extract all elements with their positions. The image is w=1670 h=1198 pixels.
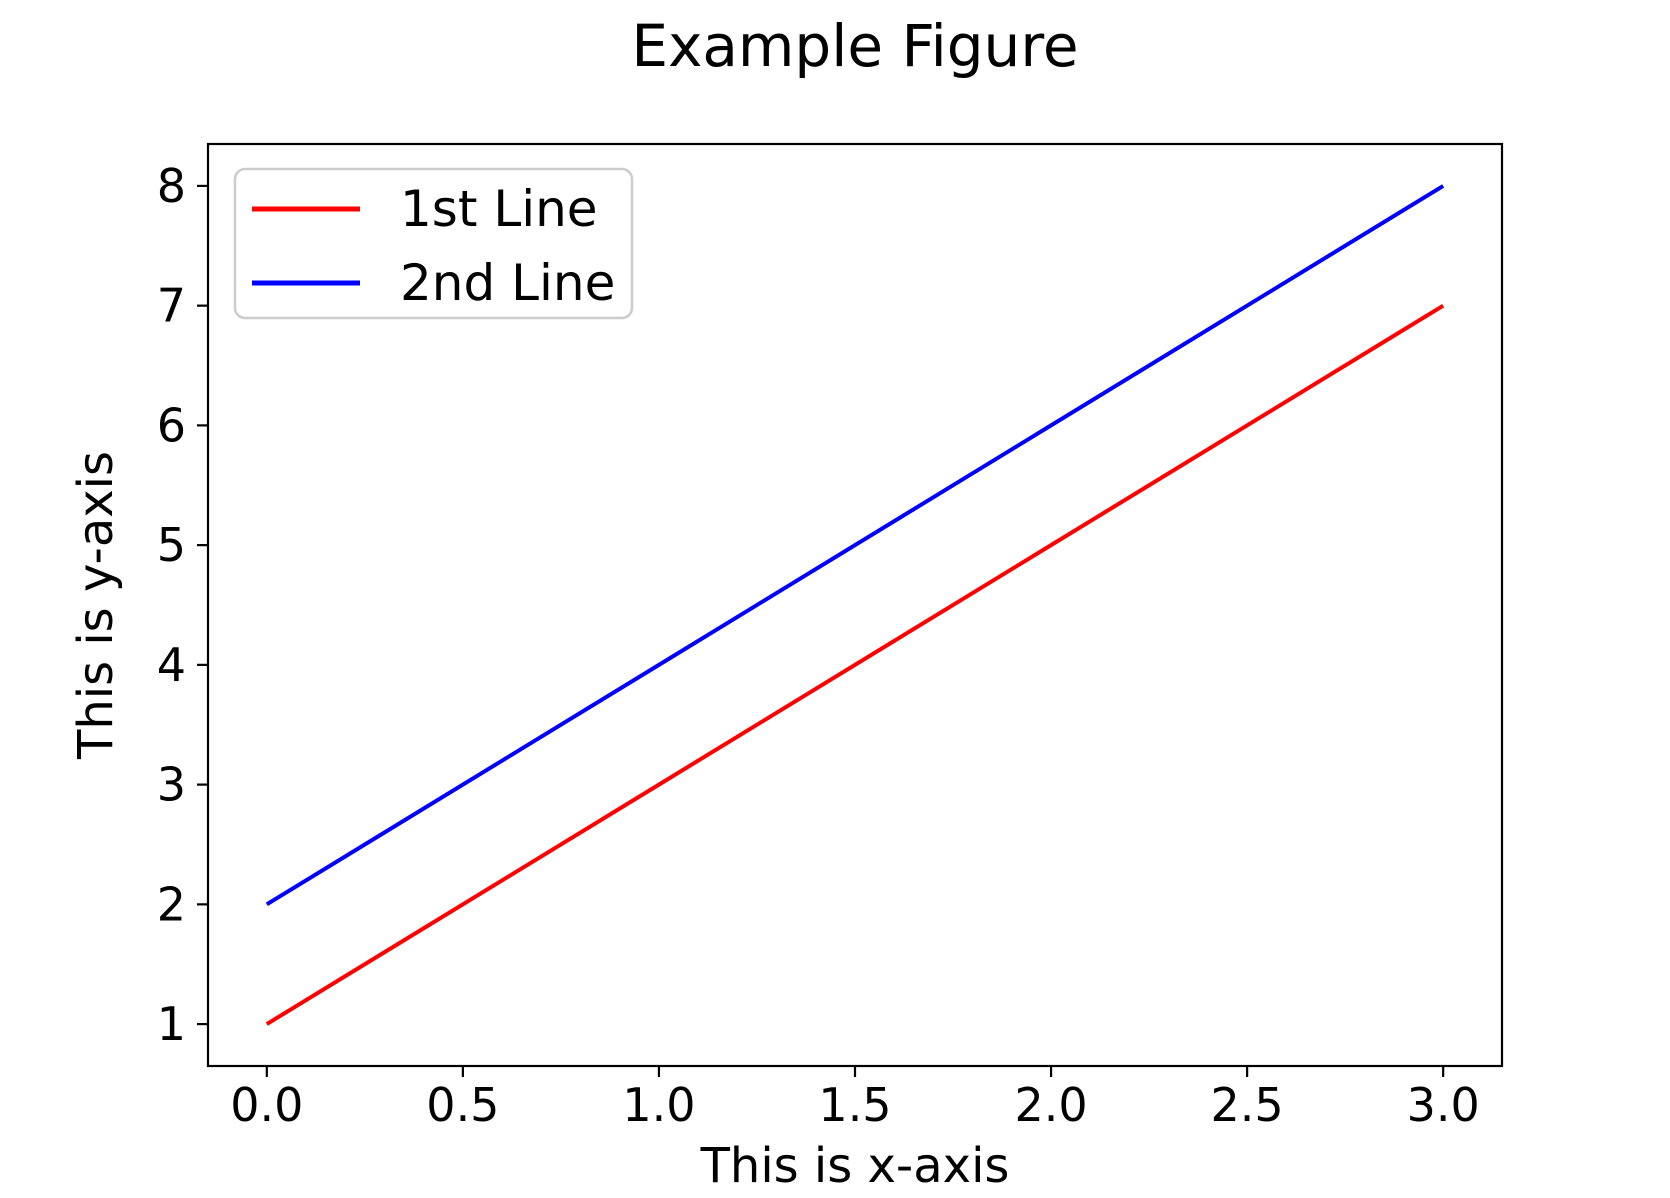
y-tick-label: 4 <box>157 638 186 692</box>
x-axis-label: This is x-axis <box>700 1138 1010 1194</box>
series-line-1 <box>265 303 1445 1026</box>
y-tick-label: 7 <box>157 279 186 333</box>
y-tick-label: 6 <box>157 398 186 452</box>
x-tick-label: 0.5 <box>426 1078 499 1132</box>
x-tick-label: 0.0 <box>230 1078 303 1132</box>
legend-label-1: 1st Line <box>400 180 598 238</box>
legend: 1st Line 2nd Line <box>233 167 634 320</box>
x-tick-label: 1.0 <box>622 1078 695 1132</box>
x-tick-label: 1.5 <box>818 1078 891 1132</box>
x-tick-label: 2.0 <box>1014 1078 1087 1132</box>
y-tick-label: 3 <box>157 758 186 812</box>
y-tick-label: 5 <box>157 518 186 572</box>
y-tick-label: 8 <box>157 159 186 213</box>
x-tick-label: 3.0 <box>1407 1078 1480 1132</box>
x-tick-label: 2.5 <box>1211 1078 1284 1132</box>
y-axis-label: This is y-axis <box>68 451 124 760</box>
legend-label-2: 2nd Line <box>400 254 615 312</box>
y-tick-label: 1 <box>157 997 186 1051</box>
chart-title: Example Figure <box>631 12 1078 80</box>
series-line-2 <box>265 184 1445 907</box>
axes-spines <box>206 142 1504 1068</box>
y-tick-label: 2 <box>157 877 186 931</box>
